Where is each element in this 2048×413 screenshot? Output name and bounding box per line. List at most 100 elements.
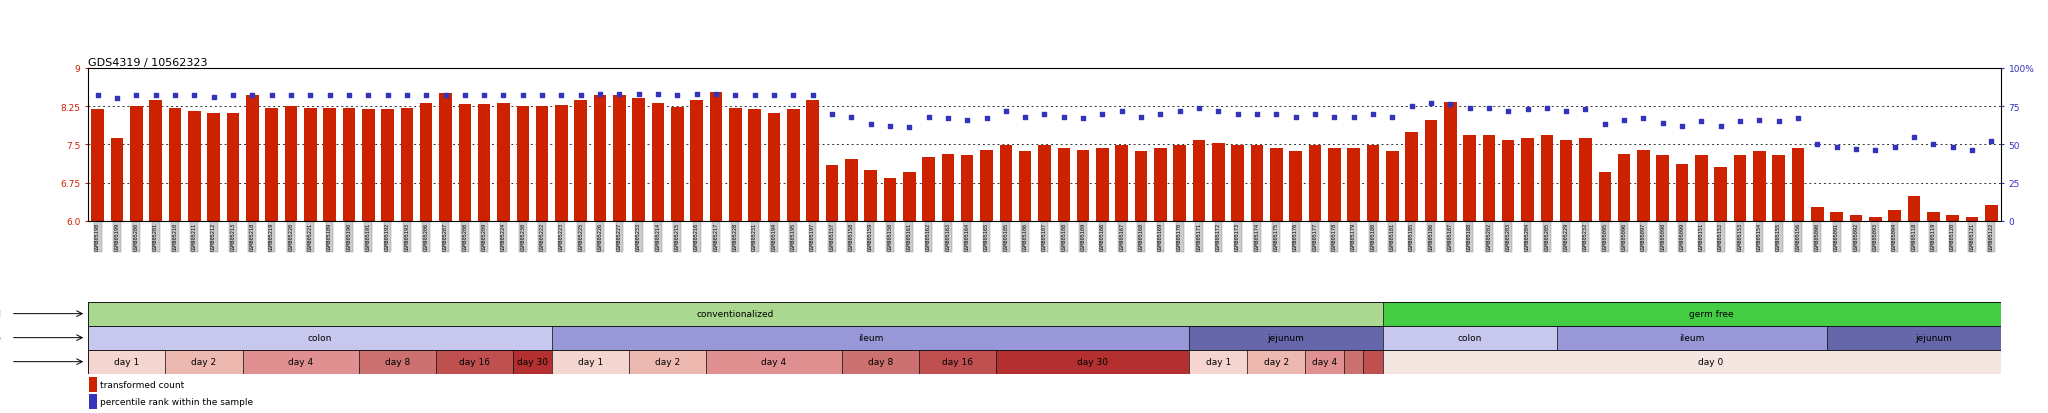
Bar [477, 105, 489, 221]
Bar [188, 112, 201, 221]
Bar [1018, 152, 1032, 221]
Text: colon: colon [307, 333, 332, 342]
Text: day 2: day 2 [190, 357, 217, 366]
Text: day 8: day 8 [868, 357, 893, 366]
Bar [1444, 103, 1456, 221]
Bar [1636, 151, 1651, 221]
Bar [1657, 155, 1669, 221]
Bar [1735, 155, 1747, 221]
Point [139, 93, 172, 100]
Text: transformed count: transformed count [100, 380, 184, 389]
Point [1569, 107, 1602, 113]
Bar [498, 104, 510, 221]
Bar [1077, 151, 1090, 221]
Bar [1540, 136, 1552, 221]
Bar [1985, 205, 1997, 221]
Point [1473, 105, 1505, 112]
Bar [1190, 350, 1247, 374]
Point [1724, 119, 1757, 125]
Bar [1462, 136, 1477, 221]
Text: germ free: germ free [1690, 309, 1733, 318]
Point [662, 93, 694, 100]
Point [1241, 111, 1274, 118]
Bar [903, 173, 915, 221]
Bar [401, 109, 414, 221]
Bar [303, 109, 317, 221]
Bar [266, 108, 279, 221]
Text: day 8: day 8 [385, 357, 410, 366]
Text: day 4: day 4 [762, 357, 786, 366]
Point [506, 93, 539, 100]
Bar [514, 350, 551, 374]
Bar [227, 114, 240, 221]
Bar [168, 109, 182, 221]
Bar [1382, 326, 1556, 350]
Point [797, 93, 829, 100]
Text: day 2: day 2 [655, 357, 680, 366]
Point [293, 93, 326, 100]
Bar [594, 96, 606, 221]
Point [1047, 114, 1079, 121]
Bar [436, 350, 514, 374]
Point [1415, 100, 1448, 107]
Bar [690, 101, 702, 221]
Bar [748, 109, 762, 221]
Text: percentile rank within the sample: percentile rank within the sample [100, 397, 254, 406]
Bar [981, 151, 993, 221]
Point [1337, 114, 1370, 121]
Bar [786, 109, 799, 221]
Bar [1382, 350, 2040, 374]
Bar [1810, 207, 1823, 221]
Point [1935, 145, 1968, 151]
Bar [1190, 326, 1382, 350]
Bar [629, 350, 707, 374]
Point [1491, 108, 1524, 115]
Text: day 30: day 30 [1077, 357, 1108, 366]
Bar [131, 107, 143, 221]
Bar [575, 101, 588, 221]
Point [1163, 108, 1196, 115]
Bar [1753, 152, 1765, 221]
Point [1763, 119, 1796, 125]
Bar [1556, 326, 1827, 350]
Bar [150, 101, 162, 221]
Text: day 0: day 0 [1698, 357, 1724, 366]
Text: day 2: day 2 [1264, 357, 1288, 366]
Bar [1348, 149, 1360, 221]
Point [1319, 114, 1352, 121]
Point [313, 93, 346, 100]
Point [430, 93, 463, 100]
Point [1686, 119, 1718, 125]
Bar [555, 106, 567, 221]
Point [641, 91, 674, 98]
Bar [1483, 136, 1495, 221]
Point [815, 111, 848, 118]
Bar [1714, 167, 1726, 221]
Point [1626, 116, 1659, 122]
Bar [1599, 173, 1612, 221]
Bar [88, 302, 1382, 326]
Point [1028, 111, 1061, 118]
Bar [1327, 149, 1341, 221]
Point [911, 114, 944, 121]
Text: GDS4319 / 10562323: GDS4319 / 10562323 [88, 58, 207, 68]
Bar [420, 104, 432, 221]
Point [932, 116, 965, 122]
Point [1511, 107, 1544, 113]
Bar [1946, 215, 1958, 221]
Bar [285, 107, 297, 221]
Point [1085, 111, 1118, 118]
Bar [1212, 144, 1225, 221]
Bar [551, 350, 629, 374]
Point [1530, 105, 1563, 112]
Point [467, 93, 500, 100]
Point [274, 93, 307, 100]
Bar [88, 326, 551, 350]
Bar [707, 350, 842, 374]
Bar [342, 109, 354, 221]
Bar [864, 171, 877, 221]
Bar [1696, 155, 1708, 221]
Bar [1579, 138, 1591, 221]
Point [623, 91, 655, 98]
Point [1376, 114, 1409, 121]
